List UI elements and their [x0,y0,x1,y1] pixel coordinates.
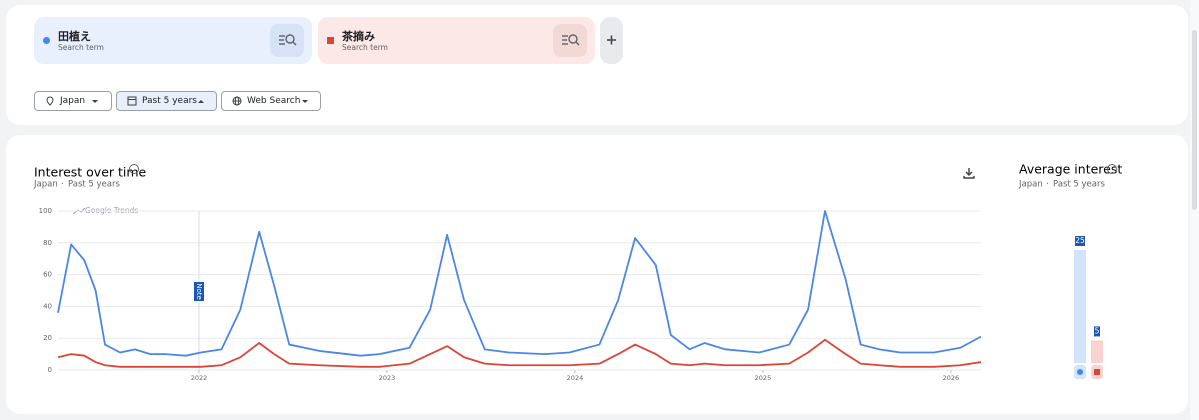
time-filter[interactable]: Past 5 years [116,91,217,111]
info-icon[interactable] [1107,164,1117,174]
filter-label: Japan [60,96,86,106]
scrollbar [1190,0,1199,420]
y-tick-label: 100 [39,207,52,215]
x-tick-label: 2024 [567,374,584,382]
compare-icon[interactable] [553,24,587,57]
chart-title: Interest over time [34,165,147,180]
term-sublabel: Search term [342,43,388,52]
filter-label: Past 5 years [142,96,197,106]
chart-region: Japan [33,180,58,190]
term-dot [327,37,334,44]
y-tick-label: 20 [43,334,52,342]
info-icon[interactable] [129,164,139,174]
search-term[interactable]: 田植え Search term [34,17,312,64]
x-tick-label: 2022 [191,374,208,382]
bar-label: 5 [1095,326,1100,335]
chart-period: Past 5 years [68,180,120,190]
bar-label-bg [1075,236,1085,246]
chart-period: Past 5 years [1053,180,1105,190]
separator: · [61,180,64,190]
add-term-button[interactable] [600,17,623,64]
annotation: Note [195,283,203,300]
legend-dot [1077,369,1083,375]
bar [1091,340,1103,363]
scrollbar-thumb[interactable] [1192,30,1197,210]
y-tick-label: 80 [43,239,52,247]
legend-dot [1094,369,1100,375]
series-line [57,338,982,368]
download-icon[interactable] [963,168,975,179]
bar-label-bg [1094,326,1100,337]
term-label: 田植え [58,30,91,43]
y-tick-label: 0 [48,366,52,374]
x-tick-label: 2026 [943,374,960,382]
bar [1074,250,1086,363]
filter-label: Web Search [247,96,301,106]
x-tick-label: 2023 [379,374,396,382]
y-tick-label: 60 [43,271,52,279]
separator: · [1046,180,1049,190]
bar-label: 25 [1075,236,1085,245]
series-line [57,210,982,357]
region-filter[interactable]: Japan [34,91,112,111]
chart-title: Average interest [1019,162,1122,177]
y-tick-label: 40 [43,302,52,310]
annotation-box [193,282,204,301]
x-tick-label: 2025 [755,374,772,382]
property-filter[interactable]: Web Search [221,91,321,111]
search-term[interactable]: 茶摘み Search term [318,17,595,64]
compare-icon[interactable] [270,24,304,57]
term-sublabel: Search term [58,43,104,52]
chart-region: Japan [1018,180,1043,190]
term-label: 茶摘み [342,30,375,43]
term-dot [43,37,50,44]
